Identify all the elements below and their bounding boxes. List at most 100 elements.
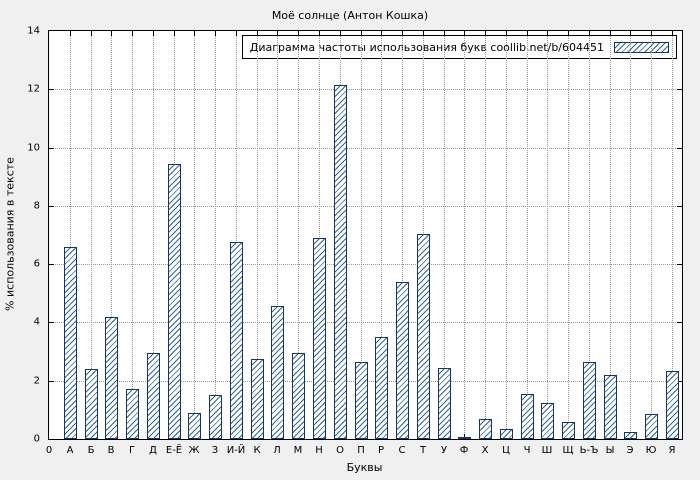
x-tick-mirror bbox=[111, 31, 112, 36]
bar bbox=[209, 395, 222, 439]
x-tick-mirror bbox=[610, 31, 611, 36]
grid-line-v bbox=[194, 31, 195, 439]
grid-line-v bbox=[361, 31, 362, 439]
bar bbox=[458, 437, 471, 439]
x-tick-label: Р bbox=[377, 445, 385, 456]
chart-title: Моё солнце (Антон Кошка) bbox=[271, 9, 429, 22]
bar bbox=[64, 247, 77, 439]
x-tick-mirror bbox=[423, 31, 424, 36]
grid-line-v bbox=[547, 31, 548, 439]
grid-line-h bbox=[49, 89, 682, 91]
x-tick-label: Е-Ё bbox=[165, 445, 183, 456]
grid-line-h bbox=[49, 205, 682, 207]
bar bbox=[500, 429, 513, 439]
x-tick-mirror bbox=[589, 31, 590, 36]
x-tick-label: О bbox=[336, 445, 344, 456]
bar bbox=[251, 359, 264, 439]
grid-line-v bbox=[527, 31, 528, 439]
x-tick-label: Х bbox=[481, 445, 489, 456]
x-tick-mirror bbox=[277, 31, 278, 36]
y-tick-mirror bbox=[677, 89, 682, 91]
x-tick-mirror bbox=[194, 31, 195, 36]
grid-line-h bbox=[49, 322, 682, 324]
y-axis-label: % использования в тексте bbox=[3, 157, 17, 311]
y-tick bbox=[49, 89, 54, 91]
grid-line-v bbox=[215, 31, 216, 439]
grid-line-v bbox=[91, 31, 92, 439]
bar bbox=[666, 371, 679, 439]
bar bbox=[624, 432, 637, 439]
y-tick-mirror bbox=[677, 205, 682, 207]
grid-line-v bbox=[672, 31, 673, 439]
bar bbox=[541, 403, 554, 439]
x-tick-label: Э bbox=[626, 445, 634, 456]
grid-line-v bbox=[444, 31, 445, 439]
x-tick-mirror bbox=[340, 31, 341, 36]
bar bbox=[521, 394, 534, 439]
x-tick-mirror bbox=[672, 31, 673, 36]
x-tick-label: Т bbox=[419, 445, 427, 456]
grid-line-v bbox=[402, 31, 403, 439]
x-tick-label: Ь-Ъ bbox=[579, 445, 599, 456]
grid-line-v bbox=[381, 31, 382, 439]
x-tick-mirror bbox=[132, 31, 133, 36]
grid-line-v bbox=[464, 31, 465, 439]
x-tick-mirror bbox=[236, 31, 237, 36]
bar bbox=[271, 306, 284, 439]
bar bbox=[645, 414, 658, 439]
grid-line-h bbox=[49, 264, 682, 266]
y-tick-label: 6 bbox=[33, 258, 40, 270]
x-tick-label: Ж bbox=[188, 445, 200, 456]
x-tick-label: Ч bbox=[523, 445, 531, 456]
y-tick-label: 14 bbox=[27, 25, 40, 37]
x-tick-label: Ы bbox=[605, 445, 615, 456]
bar bbox=[188, 413, 201, 439]
x-tick-mirror bbox=[527, 31, 528, 36]
grid-line-v bbox=[132, 31, 133, 439]
x-tick-label: Л bbox=[273, 445, 281, 456]
x-tick-label: Ю bbox=[645, 445, 657, 456]
bar bbox=[355, 362, 368, 439]
x-tick-label: В bbox=[107, 445, 115, 456]
grid-line-v bbox=[610, 31, 611, 439]
x-tick-label: К bbox=[253, 445, 261, 456]
x-tick-mirror bbox=[402, 31, 403, 36]
y-tick bbox=[49, 147, 54, 149]
legend-swatch bbox=[614, 41, 669, 53]
bar bbox=[147, 353, 160, 439]
x-tick-label: И-Й bbox=[226, 445, 246, 456]
grid-line-v bbox=[298, 31, 299, 439]
plot-area: Диаграмма частоты использования букв coo… bbox=[27, 26, 683, 456]
grid-line-v bbox=[485, 31, 486, 439]
grid-line-v bbox=[277, 31, 278, 439]
y-tick-label: 2 bbox=[33, 375, 40, 387]
y-tick bbox=[49, 205, 54, 207]
x-tick-mirror bbox=[70, 31, 71, 36]
grid-line-v bbox=[257, 31, 258, 439]
y-tick-mirror bbox=[677, 264, 682, 266]
x-tick-mirror bbox=[506, 31, 507, 36]
bar bbox=[562, 422, 575, 439]
x-tick-mirror bbox=[464, 31, 465, 36]
y-tick-label: 10 bbox=[27, 142, 40, 154]
grid-line-v bbox=[70, 31, 71, 439]
x-tick-mirror bbox=[319, 31, 320, 36]
x-tick-label: 0 bbox=[45, 445, 53, 456]
x-tick-mirror bbox=[381, 31, 382, 36]
x-tick-mirror bbox=[651, 31, 652, 36]
x-tick-label: Ф bbox=[459, 445, 469, 456]
y-tick-label: 0 bbox=[33, 433, 40, 445]
x-tick-label: А bbox=[66, 445, 74, 456]
y-tick-label: 8 bbox=[33, 200, 40, 212]
legend-label: Диаграмма частоты использования букв coo… bbox=[249, 40, 604, 54]
grid-line-v bbox=[319, 31, 320, 439]
legend: Диаграмма частоты использования букв coo… bbox=[241, 35, 677, 59]
x-tick-label: Ц bbox=[502, 445, 510, 456]
x-tick-mirror bbox=[485, 31, 486, 36]
x-tick-label: П bbox=[357, 445, 365, 456]
bar bbox=[438, 368, 451, 439]
bar bbox=[85, 369, 98, 439]
bar bbox=[417, 234, 430, 439]
x-tick-label: Б bbox=[87, 445, 95, 456]
grid-line-v bbox=[506, 31, 507, 439]
